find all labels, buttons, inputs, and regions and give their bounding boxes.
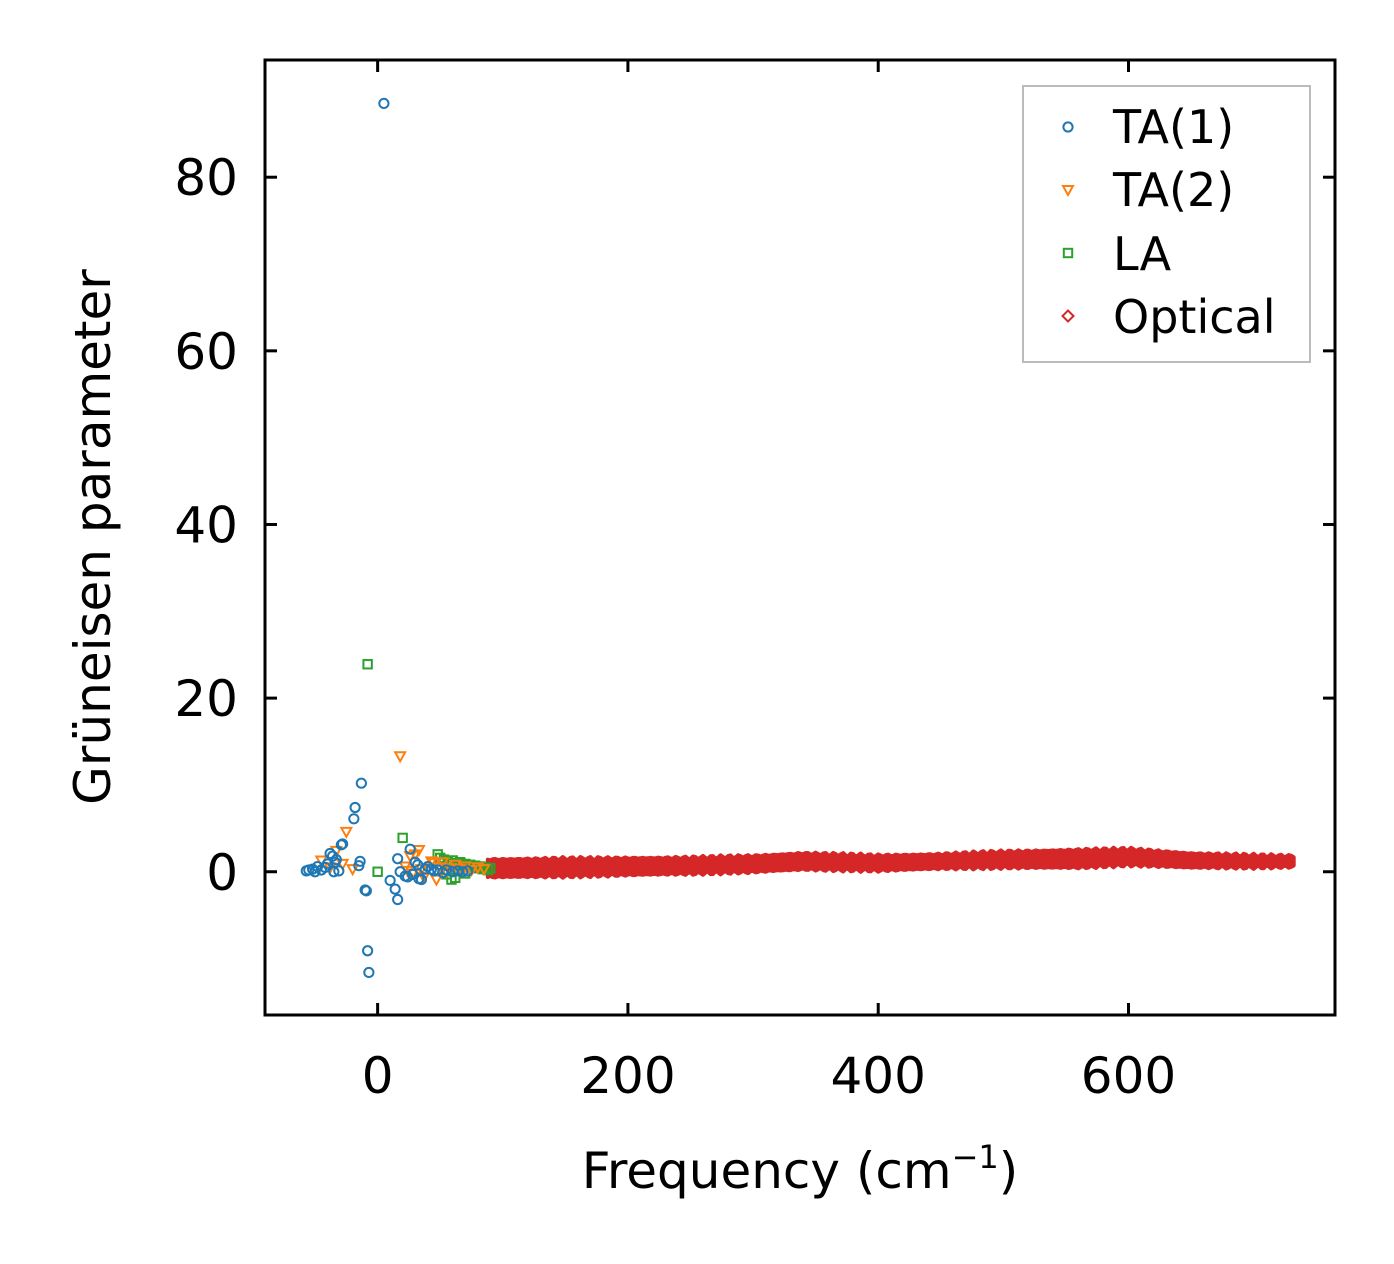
y-tick-label: 40 [174,496,238,554]
optical-band [485,845,1296,880]
data-point-ta1 [353,860,365,872]
x-axis-title-main: Frequency (cm [582,1142,952,1200]
data-point-la [372,866,383,877]
data-point-ta1 [336,838,349,850]
data-point-la [485,863,496,874]
data-point-ta1 [462,865,474,877]
data-point-ta1 [392,893,404,906]
data-point-ta1 [440,864,453,876]
y-tick-label: 20 [174,670,238,728]
legend-marker-ta1 [1062,121,1074,133]
data-point-ta2 [412,845,426,858]
data-point-ta1 [328,866,340,878]
data-point-ta1 [300,865,312,877]
x-tick-label: 400 [830,1047,925,1105]
data-point-ta1 [409,856,421,868]
data-point-ta1 [392,853,404,865]
data-point-ta1 [425,863,438,875]
x-axis-title-end: ) [999,1142,1019,1200]
data-point-ta2 [339,826,354,839]
legend-box [1022,85,1311,363]
data-point-ta1 [457,866,469,878]
x-axis-title-sup: −1 [952,1138,999,1176]
x-tick-label: 600 [1081,1047,1176,1105]
data-point-ta1 [378,97,390,110]
legend-label-la: LA [1113,227,1172,281]
legend-marker-ta2 [1061,185,1075,198]
data-point-ta2 [436,857,450,870]
y-axis-title: Grüneisen parameter [64,269,122,805]
data-point-ta1 [360,885,372,897]
data-point-ta2 [464,865,479,878]
data-point-ta1 [415,873,428,886]
plot-frame [263,58,1337,1017]
y-tick-label: 60 [174,323,238,381]
legend-label-ta1: TA(1) [1112,100,1234,154]
data-point-ta1 [362,945,374,957]
x-axis-title: Frequency (cm−1) [582,1138,1019,1200]
data-point-ta1 [324,847,336,860]
data-point-ta1 [384,874,396,887]
data-point-ta1 [404,843,416,855]
data-point-la [362,659,373,670]
x-tick-label: 200 [580,1047,675,1105]
axis-ticks: 0 200 400 600 0 20 40 60 80 [174,60,1335,1105]
legend-marker-la [1062,247,1074,259]
legend-marker-optical [1061,309,1075,323]
data-points [300,97,496,979]
legend-markers [1061,121,1075,323]
data-point-ta1 [355,777,367,789]
data-point-la [397,832,408,844]
legend-label-ta2: TA(2) [1112,163,1234,217]
optical-series [485,845,1296,880]
data-point-ta1 [349,801,361,814]
data-point-ta1 [333,865,345,877]
data-point-ta1 [389,883,401,895]
legend-label-optical: Optical [1113,290,1275,344]
y-tick-label: 0 [206,844,238,902]
x-tick-label: 0 [362,1047,394,1105]
data-point-ta2 [393,751,407,764]
data-point-ta1 [363,966,375,979]
y-tick-label: 80 [174,149,238,207]
data-point-ta2 [477,864,491,877]
data-point-ta1 [326,850,339,862]
data-point-ta1 [348,813,360,825]
legend: TA(1) TA(2) LA Optical [1022,85,1311,363]
